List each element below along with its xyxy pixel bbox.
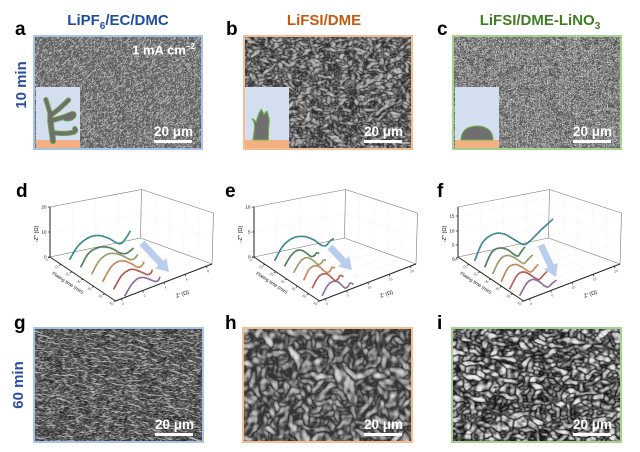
svg-text:40: 40 xyxy=(87,286,92,291)
svg-text:10: 10 xyxy=(245,205,251,210)
svg-text:10: 10 xyxy=(258,264,263,269)
svg-text:15: 15 xyxy=(592,277,597,282)
svg-text:20: 20 xyxy=(65,272,70,277)
svg-text:0: 0 xyxy=(249,258,253,262)
svg-text:30: 30 xyxy=(76,279,81,284)
svg-text:8: 8 xyxy=(206,269,209,273)
svg-text:50: 50 xyxy=(302,294,307,299)
svg-text:60: 60 xyxy=(313,301,318,306)
svg-text:-Z″ (Ω): -Z″ (Ω) xyxy=(34,226,40,243)
svg-text:10: 10 xyxy=(571,285,576,290)
svg-text:5: 5 xyxy=(551,293,554,297)
svg-text:10: 10 xyxy=(41,230,47,235)
svg-text:0: 0 xyxy=(45,258,49,262)
svg-text:0: 0 xyxy=(453,258,457,262)
svg-text:-Z″ (Ω): -Z″ (Ω) xyxy=(238,226,244,243)
svg-text:20: 20 xyxy=(410,269,415,274)
svg-text:20: 20 xyxy=(614,269,619,274)
svg-text:5: 5 xyxy=(452,243,455,248)
svg-text:Z′ (Ω): Z′ (Ω) xyxy=(583,289,598,299)
svg-text:10: 10 xyxy=(462,264,467,269)
svg-text:10: 10 xyxy=(449,229,455,234)
svg-text:10: 10 xyxy=(54,264,59,269)
svg-text:Z′ (Ω): Z′ (Ω) xyxy=(379,289,394,299)
svg-text:30: 30 xyxy=(484,279,489,284)
svg-text:15: 15 xyxy=(388,277,393,282)
svg-text:10: 10 xyxy=(367,285,372,290)
svg-text:15: 15 xyxy=(449,214,455,219)
svg-text:40: 40 xyxy=(495,286,500,291)
svg-text:4: 4 xyxy=(164,285,167,289)
svg-text:0: 0 xyxy=(122,302,125,306)
svg-text:60: 60 xyxy=(517,301,522,306)
svg-text:0: 0 xyxy=(530,302,533,306)
svg-text:20: 20 xyxy=(41,205,47,210)
svg-text:50: 50 xyxy=(506,294,511,299)
svg-text:0: 0 xyxy=(452,257,455,262)
svg-text:Z′ (Ω): Z′ (Ω) xyxy=(175,289,190,299)
svg-text:50: 50 xyxy=(98,294,103,299)
svg-text:0: 0 xyxy=(326,302,329,306)
svg-text:0: 0 xyxy=(248,255,251,260)
svg-text:6: 6 xyxy=(185,277,188,281)
svg-text:5: 5 xyxy=(347,293,350,297)
svg-text:60: 60 xyxy=(109,301,114,306)
svg-text:20: 20 xyxy=(269,272,274,277)
svg-text:20: 20 xyxy=(473,272,478,277)
svg-text:2: 2 xyxy=(143,293,146,297)
svg-text:5: 5 xyxy=(248,230,251,235)
svg-text:0: 0 xyxy=(44,255,47,260)
svg-text:40: 40 xyxy=(291,286,296,291)
svg-text:30: 30 xyxy=(280,279,285,284)
svg-text:-Z″ (Ω): -Z″ (Ω) xyxy=(442,226,448,243)
